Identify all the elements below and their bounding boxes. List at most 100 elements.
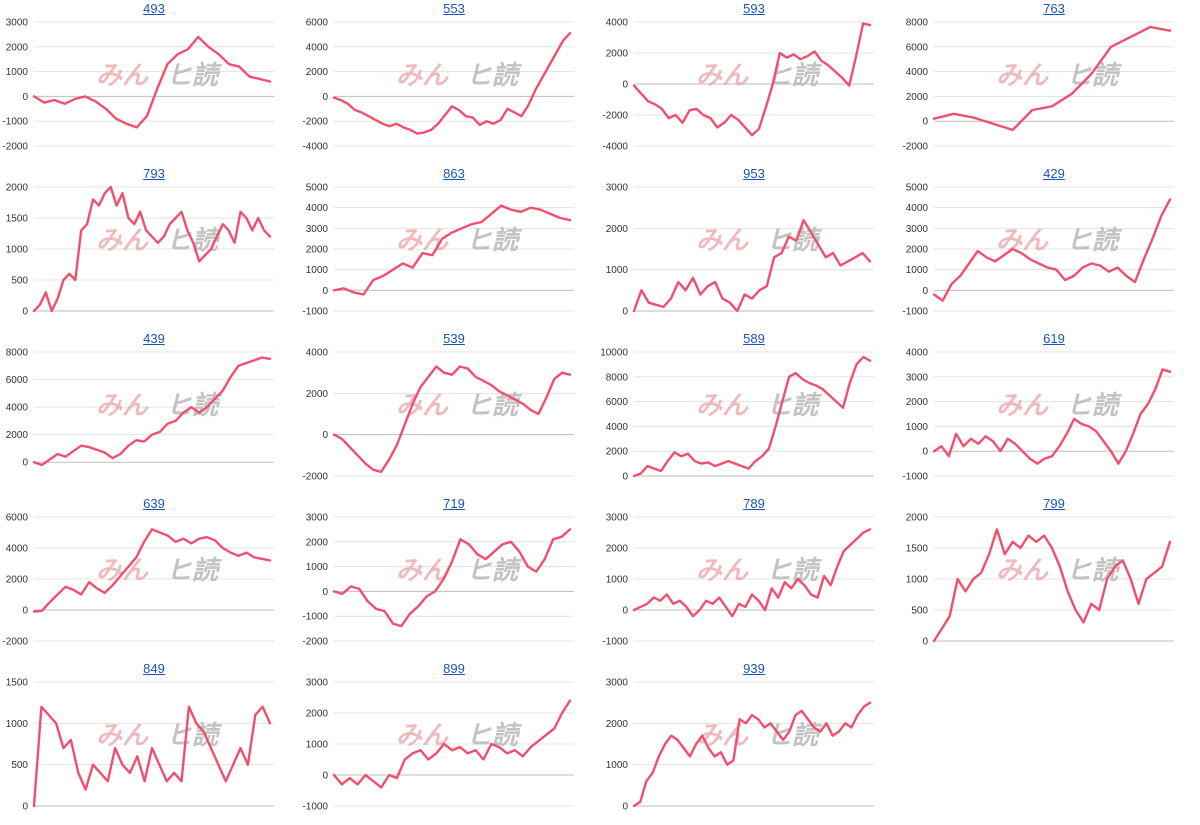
series-line xyxy=(32,356,272,467)
y-tick-label: 2000 xyxy=(606,224,629,235)
chart-title-link[interactable]: 593 xyxy=(743,1,765,16)
y-tick-label: 1000 xyxy=(606,265,629,276)
chart-panel: 619 -1000 0 1000 2000 3000 4000 みん ヒ読 xyxy=(900,330,1200,495)
y-tick-label: 0 xyxy=(922,286,928,297)
y-tick-label: 0 xyxy=(922,117,928,128)
y-tick-label: -2000 xyxy=(302,637,328,648)
watermark-logo-right: ヒ読 xyxy=(766,390,823,420)
series-line xyxy=(632,22,872,137)
y-tick-label: -2000 xyxy=(602,111,628,122)
series-line xyxy=(632,528,872,618)
watermark-logo-right: ヒ読 xyxy=(1066,225,1123,255)
series-line xyxy=(332,32,572,135)
y-tick-label: -4000 xyxy=(302,142,328,153)
chart-title-link[interactable]: 863 xyxy=(443,166,465,181)
chart-panel: 719 -2000 -1000 0 1000 2000 3000 みん ヒ読 xyxy=(300,495,600,660)
watermark-logo-right: ヒ読 xyxy=(1066,60,1123,90)
chart-title-link[interactable]: 899 xyxy=(443,661,465,676)
watermark-logo-left: みん xyxy=(96,720,149,750)
y-tick-label: 3000 xyxy=(606,678,629,689)
y-tick-label: 4000 xyxy=(306,348,329,359)
chart-title-link[interactable]: 553 xyxy=(443,1,465,16)
chart-panel: 763 -2000 0 2000 4000 6000 8000 みん ヒ読 xyxy=(900,0,1200,165)
y-tick-label: 4000 xyxy=(906,203,929,214)
chart-title-link[interactable]: 429 xyxy=(1043,166,1065,181)
y-tick-label: 0 xyxy=(22,307,28,318)
chart-panel: 799 0 500 1000 1500 2000 みん ヒ読 xyxy=(900,495,1200,660)
y-tick-label: 6000 xyxy=(6,513,29,524)
y-tick-label: 1500 xyxy=(6,214,29,225)
chart-panel: 553 -4000 -2000 0 2000 4000 6000 みん ヒ読 xyxy=(300,0,600,165)
y-tick-label: 6000 xyxy=(6,375,29,386)
y-tick-label: 1000 xyxy=(906,422,929,433)
y-tick-label: -2000 xyxy=(302,472,328,483)
chart-title-link[interactable]: 639 xyxy=(143,496,165,511)
y-tick-label: -1000 xyxy=(302,802,328,813)
y-tick-label: 3000 xyxy=(906,224,929,235)
y-tick-label: 3000 xyxy=(906,372,929,383)
line-chart: -2000 -1000 0 1000 2000 3000 みん ヒ読 xyxy=(2,18,274,153)
y-tick-label: 1000 xyxy=(606,575,629,586)
watermark-logo-left: みん xyxy=(696,225,749,255)
series-line xyxy=(32,35,272,129)
y-tick-label: 2000 xyxy=(606,544,629,555)
y-tick-label: 1000 xyxy=(906,265,929,276)
series-line xyxy=(932,198,1172,302)
chart-title-link[interactable]: 953 xyxy=(743,166,765,181)
y-tick-label: 3000 xyxy=(306,224,329,235)
y-tick-label: 4000 xyxy=(6,544,29,555)
y-tick-label: -1000 xyxy=(302,307,328,318)
y-tick-label: 8000 xyxy=(906,18,929,29)
y-tick-label: 2000 xyxy=(6,183,29,194)
line-chart: 0 1000 2000 3000 みん ヒ読 xyxy=(606,678,874,813)
watermark-logo-right: ヒ読 xyxy=(466,60,523,90)
y-tick-label: 1000 xyxy=(306,265,329,276)
chart-title-link[interactable]: 939 xyxy=(743,661,765,676)
y-tick-label: -1000 xyxy=(902,307,928,318)
line-chart: -2000 0 2000 4000 6000 みん ヒ読 xyxy=(2,513,274,648)
series-line xyxy=(932,368,1172,465)
y-tick-label: 500 xyxy=(11,276,28,287)
y-tick-label: 2000 xyxy=(306,537,329,548)
series-line xyxy=(332,699,572,789)
y-tick-label: 3000 xyxy=(306,678,329,689)
chart-title-link[interactable]: 539 xyxy=(443,331,465,346)
chart-title-link[interactable]: 493 xyxy=(143,1,165,16)
line-chart: 0 500 1000 1500 みん ヒ読 xyxy=(6,678,274,813)
watermark-logo-left: みん xyxy=(996,225,1049,255)
chart-title-link[interactable]: 589 xyxy=(743,331,765,346)
chart-panel: 863 -1000 0 1000 2000 3000 4000 5000 みん ヒ読 xyxy=(300,165,600,330)
y-tick-label: 4000 xyxy=(906,67,929,78)
y-tick-label: 1000 xyxy=(306,740,329,751)
watermark-logo-left: みん xyxy=(396,720,449,750)
chart-title-link[interactable]: 719 xyxy=(443,496,465,511)
chart-title-link[interactable]: 799 xyxy=(1043,496,1065,511)
y-tick-label: 3000 xyxy=(606,183,629,194)
y-tick-label: 3000 xyxy=(606,513,629,524)
chart-panel: 639 -2000 0 2000 4000 6000 みん ヒ読 xyxy=(0,495,300,660)
watermark-logo-left: みん xyxy=(996,555,1049,585)
chart-title-link[interactable]: 619 xyxy=(1043,331,1065,346)
line-chart: -2000 -1000 0 1000 2000 3000 みん ヒ読 xyxy=(302,513,574,648)
y-tick-label: 0 xyxy=(22,606,28,617)
chart-title-link[interactable]: 763 xyxy=(1043,1,1065,16)
watermark-logo-left: みん xyxy=(396,390,449,420)
chart-title-link[interactable]: 439 xyxy=(143,331,165,346)
y-tick-label: -4000 xyxy=(602,142,628,153)
y-tick-label: 6000 xyxy=(906,42,929,53)
chart-panel: 899 -1000 0 1000 2000 3000 みん ヒ読 xyxy=(300,660,600,825)
y-tick-label: 4000 xyxy=(306,42,329,53)
y-tick-label: 2000 xyxy=(606,49,629,60)
y-tick-label: 10000 xyxy=(600,348,628,359)
chart-title-link[interactable]: 789 xyxy=(743,496,765,511)
line-chart: -4000 -2000 0 2000 4000 6000 みん ヒ読 xyxy=(302,18,574,153)
chart-title-link[interactable]: 849 xyxy=(143,661,165,676)
y-tick-label: 2000 xyxy=(306,389,329,400)
watermark-logo-right: ヒ読 xyxy=(766,720,823,750)
y-tick-label: 0 xyxy=(322,587,328,598)
chart-title-link[interactable]: 793 xyxy=(143,166,165,181)
watermark-logo-right: ヒ読 xyxy=(766,555,823,585)
series-line xyxy=(332,365,572,474)
series-line xyxy=(332,528,572,628)
